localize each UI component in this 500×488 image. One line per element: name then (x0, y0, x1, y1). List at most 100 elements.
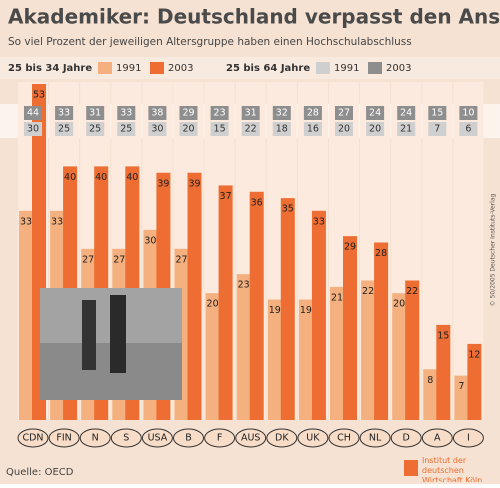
bar (361, 280, 376, 420)
x-tick-label: D (403, 433, 410, 444)
copyright: © 50/2005 Deutscher Instituts-Verlag (490, 194, 497, 307)
value-label: 30 (144, 235, 156, 246)
chart-title: Akademiker: Deutschland verpasst den Ans… (8, 5, 500, 29)
value-label: 25 (89, 124, 101, 135)
bar (187, 172, 202, 420)
value-box (179, 122, 198, 136)
value-box (117, 122, 136, 136)
bar (236, 274, 251, 420)
value-box (117, 106, 136, 120)
value-label: 15 (214, 124, 226, 135)
value-box (366, 122, 385, 136)
bar (436, 324, 451, 420)
bar (374, 242, 389, 420)
value-box (303, 106, 322, 120)
value-label: 33 (58, 108, 70, 119)
legend-swatch (98, 62, 112, 74)
value-label: 25 (58, 124, 70, 135)
value-label: 16 (307, 124, 319, 135)
value-label: 28 (375, 248, 387, 259)
category-badge (173, 428, 204, 448)
value-label: 15 (431, 108, 443, 119)
bar (343, 236, 357, 420)
value-box (86, 122, 105, 136)
bar (392, 293, 407, 420)
value-label: 6 (465, 124, 471, 135)
value-label: 20 (207, 299, 219, 310)
x-tick-label: DK (275, 433, 289, 444)
bar (298, 299, 313, 420)
x-tick-label: F (217, 433, 222, 444)
value-label: 20 (182, 124, 194, 135)
value-label: 33 (313, 216, 325, 227)
value-box (24, 106, 42, 120)
value-label: 40 (95, 172, 107, 183)
chart-subtitle: So viel Prozent der jeweiligen Altersgru… (8, 36, 412, 48)
value-label: 19 (269, 305, 281, 316)
value-label: 19 (300, 305, 312, 316)
value-box (428, 106, 447, 120)
value-box (24, 122, 42, 136)
value-box (272, 106, 291, 120)
value-label: 40 (64, 172, 76, 183)
x-tick-label: I (467, 433, 470, 444)
value-label: 53 (33, 90, 45, 101)
value-box (210, 106, 229, 120)
value-label: 24 (369, 108, 381, 119)
category-badge (204, 428, 236, 448)
x-tick-label: FIN (56, 433, 71, 444)
value-label: 38 (151, 108, 163, 119)
source: Quelle: OECD (6, 467, 74, 478)
legend-swatch (150, 62, 164, 74)
value-label: 27 (113, 254, 125, 265)
value-label: 21 (331, 292, 343, 303)
value-label: 31 (89, 108, 101, 119)
value-label: 44 (27, 108, 39, 119)
value-box (241, 106, 260, 120)
photo-figure (110, 295, 126, 373)
value-box (148, 122, 167, 136)
value-label: 12 (468, 349, 480, 360)
category-badge (266, 428, 298, 448)
value-label: 33 (51, 216, 63, 227)
x-tick-label: A (434, 433, 441, 444)
value-label: 29 (344, 242, 356, 253)
category-badge (141, 428, 173, 448)
value-label: 20 (369, 124, 381, 135)
logo-mark (404, 460, 418, 476)
value-label: 27 (175, 254, 187, 265)
category-badge (359, 428, 391, 448)
value-box (397, 106, 416, 120)
value-box (303, 122, 322, 136)
category-badge (452, 428, 484, 448)
category-badge (17, 428, 49, 448)
x-tick-label: AUS (241, 433, 260, 444)
value-box (210, 122, 229, 136)
category-badge (110, 428, 142, 448)
value-label: 23 (214, 108, 226, 119)
photo-figure (82, 300, 96, 370)
value-box (428, 122, 447, 136)
value-label: 31 (245, 108, 257, 119)
value-box (241, 122, 260, 136)
value-box (179, 106, 198, 120)
x-tick-label: UK (306, 433, 320, 444)
x-tick-label: N (92, 433, 99, 444)
category-badge (421, 428, 453, 448)
value-label: 36 (251, 197, 263, 208)
value-label: 24 (400, 108, 412, 119)
value-label: 18 (276, 124, 288, 135)
value-label: 30 (27, 124, 39, 135)
value-label: 35 (282, 204, 294, 215)
value-label: 30 (151, 124, 163, 135)
legend-label: 2003 (168, 63, 193, 74)
value-label: 29 (182, 108, 194, 119)
category-badge (235, 428, 267, 448)
value-label: 40 (126, 172, 138, 183)
x-tick-label: NL (369, 433, 382, 444)
category-badge (79, 428, 111, 448)
x-tick-label: B (185, 433, 192, 444)
bar (267, 299, 282, 420)
legend-group-label: 25 bis 64 Jahre (226, 63, 310, 74)
